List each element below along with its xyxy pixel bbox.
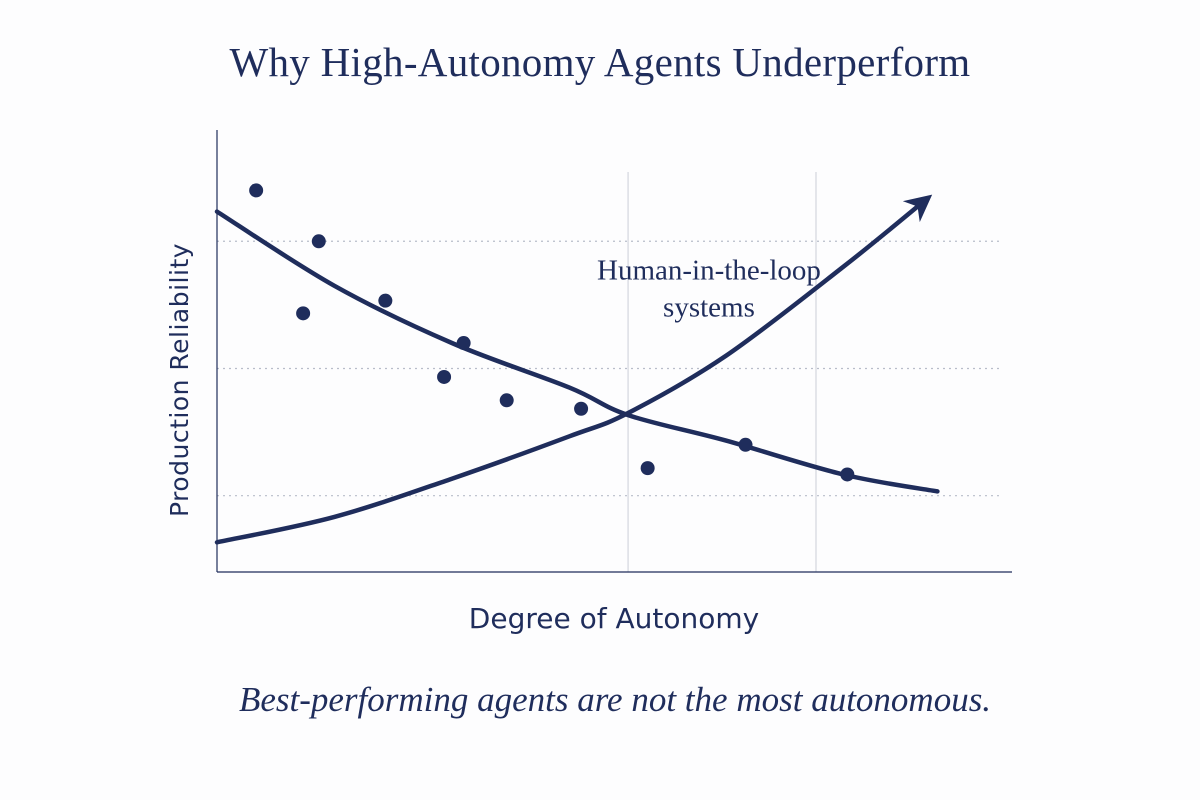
data-point-0 [249,183,264,198]
data-points [249,183,855,482]
grid-lines [217,172,1000,572]
decreasing-trend-curve [214,209,940,494]
data-point-4 [437,369,452,384]
annotation-line-1: Human-in-the-loop [597,255,821,287]
data-point-9 [738,437,753,452]
x-axis-label: Degree of Autonomy [469,602,759,635]
increasing-trend-arrow [214,194,933,545]
data-point-2 [311,234,326,249]
data-point-5 [456,336,471,351]
data-point-1 [296,306,311,321]
data-point-6 [499,393,514,408]
trend-curves [214,194,940,545]
axes [216,130,1012,573]
data-point-7 [574,401,589,416]
data-point-8 [640,461,655,476]
annotation-line-2: systems [663,292,755,324]
data-point-10 [840,467,855,482]
chart-caption: Best-performing agents are not the most … [238,680,992,719]
data-point-3 [378,293,393,308]
chart-title: Why High-Autonomy Agents Underperform [229,39,971,85]
y-axis-label: Production Reliability [165,243,194,517]
